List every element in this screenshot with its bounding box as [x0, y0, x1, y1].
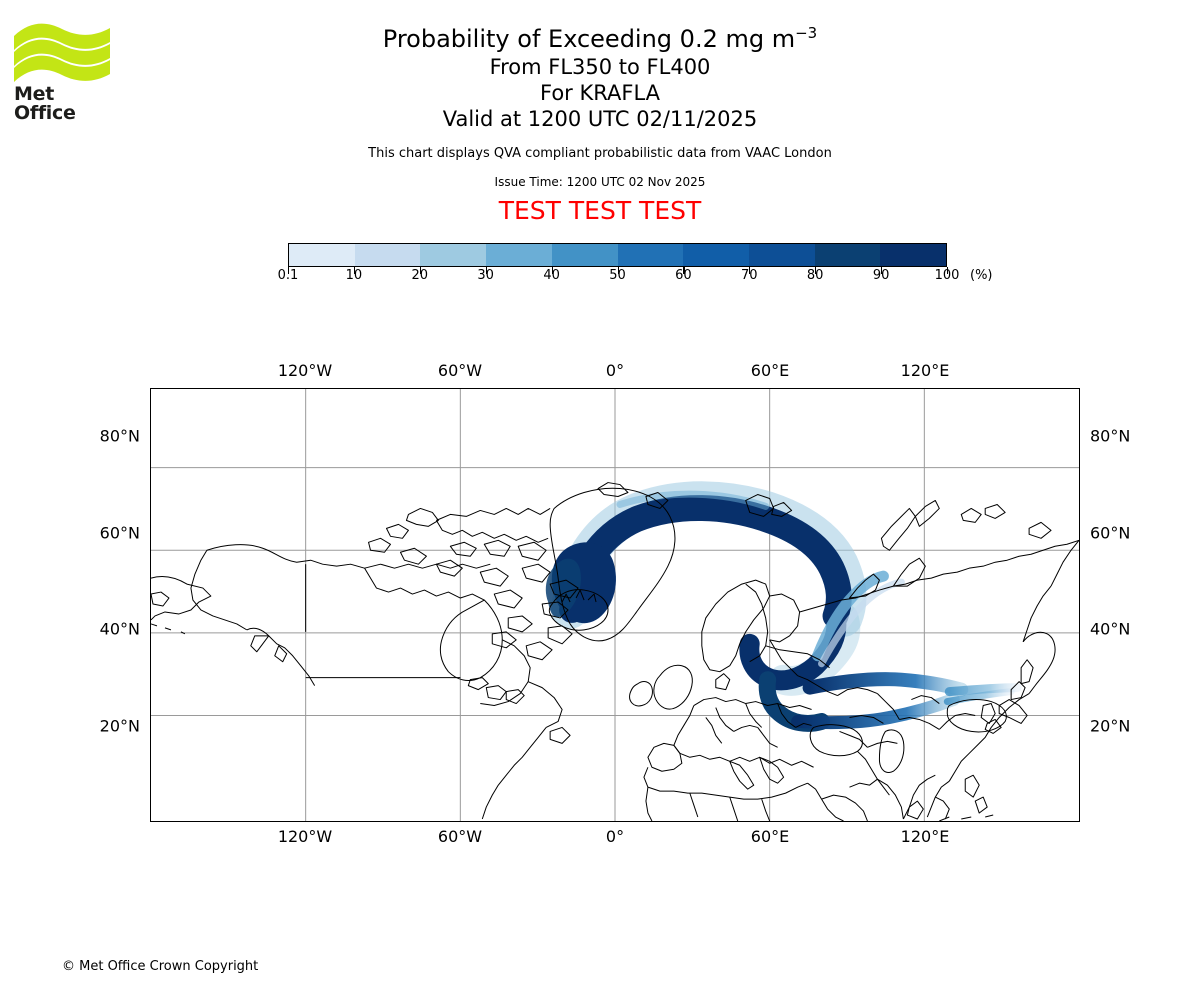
colorbar-tick-label-60: 60: [675, 268, 692, 283]
colorbar-tick-50: [617, 267, 619, 274]
lon-tick-label-60: 60°E: [750, 361, 790, 380]
colorbar-band-50-60: [617, 244, 684, 266]
colorbar-tick-label-30: 30: [477, 268, 494, 283]
colorbar-band-90-100: [880, 244, 947, 266]
colorbar-band-20-30: [420, 244, 487, 266]
colorbar-tick-20: [419, 267, 421, 274]
lon-tick-label--60: 60°W: [437, 827, 483, 846]
met-office-logo: Met Office: [14, 22, 119, 123]
met-office-wave-icon: [14, 23, 110, 82]
colorbar-tick-60: [683, 267, 685, 274]
map-panel: [150, 388, 1080, 822]
colorbar-tick-label-90: 90: [872, 268, 890, 283]
qva-note: This chart displays QVA compliant probab…: [368, 146, 832, 161]
lat-tick-label-right-80: 80°N: [1090, 426, 1131, 446]
plume-branch-northeast-faint: [818, 578, 905, 668]
colorbar-band-10-20: [354, 244, 421, 266]
flight-level-subtitle: From FL350 to FL400: [489, 55, 711, 79]
colorbar-tick-0.1: [288, 267, 290, 274]
colorbar-tick-100: [947, 267, 949, 274]
ash-plume: [545, 481, 1022, 732]
colorbar-tick-80: [815, 267, 817, 274]
colorbar-tick-label-50: 50: [609, 268, 626, 283]
colorbar-tick-label-20: 20: [411, 268, 429, 283]
lon-tick-label--60: 60°W: [437, 361, 483, 380]
plume-arc-fringe-top: [616, 490, 770, 510]
lon-tick-label-0: 0°: [605, 827, 625, 846]
plume-tail-south: [791, 693, 960, 730]
met-office-logo-text: Met Office: [14, 83, 76, 124]
colorbar-tick-label-10: 10: [345, 268, 363, 283]
volcano-subtitle: For KRAFLA: [540, 81, 660, 105]
lon-tick-label--120: 120°W: [277, 827, 333, 846]
issue-time: Issue Time: 1200 UTC 02 Nov 2025: [494, 175, 706, 189]
colorbar-tick-70: [749, 267, 751, 274]
colorbar-tick-label-70: 70: [741, 268, 758, 283]
colorbar-ticks: [288, 267, 949, 275]
colorbar-band-70-80: [748, 244, 815, 266]
map-canvas: [151, 389, 1079, 821]
colorbar-band-80-90: [814, 244, 881, 266]
colorbar-tick-label-80: 80: [806, 268, 824, 283]
plume-branch-northeast: [812, 570, 889, 662]
colorbar-tick-label-100: 100: [934, 268, 960, 283]
colorbar-bands: [288, 243, 947, 267]
map-gridlines: [151, 389, 1079, 821]
copyright-footer: © Met Office Crown Copyright: [62, 959, 259, 974]
lon-tick-label-60: 60°E: [750, 827, 790, 846]
lat-tick-label-left-80: 80°N: [99, 426, 140, 446]
colorbar: [288, 243, 947, 267]
colorbar-tick-label-0.1: 0.1: [277, 268, 299, 283]
colorbar-band-40-50: [551, 244, 618, 266]
lon-tick-label-120: 120°E: [900, 827, 950, 846]
plume-tail-north: [802, 672, 969, 697]
colorbar-band-0.1-10: [289, 244, 355, 266]
colorbar-band-30-40: [486, 244, 552, 266]
lat-tick-label-right-60: 60°N: [1090, 523, 1131, 543]
lat-tick-label-right-20: 20°N: [1090, 716, 1131, 736]
lon-tick-label-0: 0°: [605, 361, 625, 380]
valid-time-subtitle: Valid at 1200 UTC 02/11/2025: [442, 107, 758, 131]
colorbar-tick-10: [353, 267, 356, 274]
chart-title-exponent: −3: [795, 24, 818, 42]
colorbar-band-60-70: [683, 244, 749, 266]
lon-tick-label--120: 120°W: [277, 361, 333, 380]
test-banner: TEST TEST TEST: [498, 196, 702, 225]
coastlines: [151, 482, 1079, 821]
colorbar-tick-30: [485, 267, 487, 274]
colorbar-tick-label-40: 40: [543, 268, 560, 283]
colorbar-tick-labels: 0.1 10 20 30 40 50 60 70 80 90 100: [0, 268, 1200, 288]
lon-tick-label-120: 120°E: [900, 361, 950, 380]
plume-tail-far-east: [944, 683, 1022, 697]
colorbar-unit-label: (%): [970, 268, 993, 283]
lat-tick-label-left-20: 20°N: [99, 716, 140, 736]
colorbar-tick-40: [551, 267, 553, 274]
title-block: Probability of Exceeding 0.2 mg m−3 From…: [0, 24, 1200, 226]
plume-tail-far-east-2: [943, 688, 1015, 706]
lat-tick-label-left-60: 60°N: [99, 523, 140, 543]
lat-tick-label-right-40: 40°N: [1090, 619, 1131, 639]
lat-tick-label-left-40: 40°N: [99, 619, 140, 639]
colorbar-tick-90: [881, 267, 883, 274]
chart-title: Probability of Exceeding 0.2 mg m−3: [0, 24, 1200, 54]
chart-title-text: Probability of Exceeding 0.2 mg m: [382, 25, 796, 53]
